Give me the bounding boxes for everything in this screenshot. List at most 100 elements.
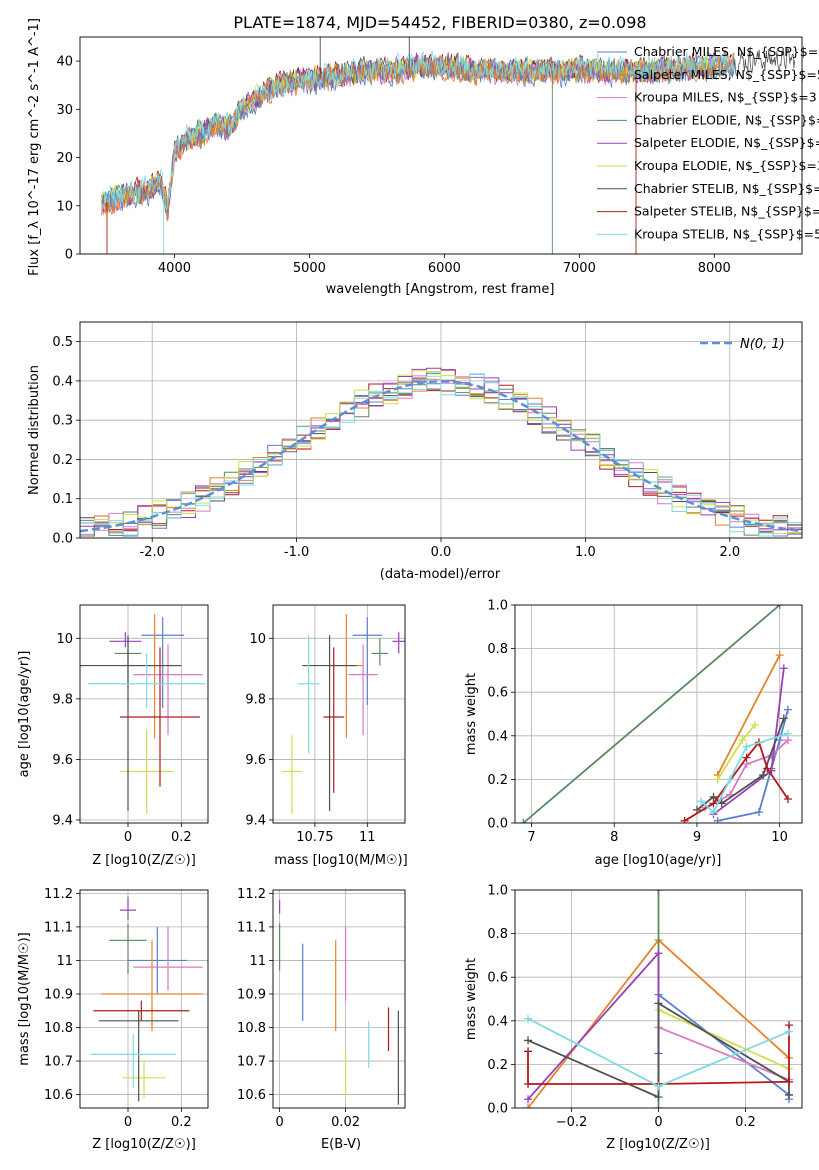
axes: −0.2 0 0.2 0.0 0.2 0.4 0.6 0.8 1.0 Z [log10(Z/Z☉)…	[464, 884, 803, 1152]
legend-label: Chabrier ELODIE, N$_{SSP}$=2	[634, 112, 819, 127]
age-vs-mass-panel: 10.75 11 9.4 9.6 9.8 10 mass [log10(M/M☉)]	[245, 604, 408, 868]
weight-marker	[750, 720, 759, 729]
weight-series-line	[684, 740, 789, 822]
axes-frame	[272, 889, 406, 1109]
weight-marker	[742, 753, 751, 762]
age-vs-metallicity-panel: 0 0.2 9.4 9.6 9.8 10 Z [log10(Z/Z☉)] age [log10…	[17, 604, 209, 868]
spectrum-legend: Chabrier MILES, N$_{SSP}$=5 Salpeter MILE…	[597, 44, 819, 241]
y-tick-label: 0	[65, 248, 73, 263]
y-tick-label: 0.6	[487, 971, 508, 986]
x-tick-label: 11	[359, 830, 376, 845]
y-tick-label: 10.6	[237, 1088, 266, 1103]
weight-marker	[709, 808, 718, 817]
x-tick-label: -1.0	[284, 545, 309, 560]
x-tick-label: -2.0	[140, 545, 165, 560]
residuals-panel: -2.0 -1.0 0.0 1.0 2.0 0.0 0.1 0.2 0.3 0.4 0.5 (data…	[27, 321, 803, 582]
x-tick-label: 0	[124, 830, 132, 845]
axes: 0 0.2 9.4 9.6 9.8 10 Z [log10(Z/Z☉)] age [log10…	[17, 604, 209, 868]
y-tick-label: 30	[56, 103, 73, 118]
x-tick-label: 0	[654, 1115, 662, 1130]
plot-area	[515, 605, 802, 823]
weight-vs-metallicity-panel: −0.2 0 0.2 0.0 0.2 0.4 0.6 0.8 1.0 Z [log10(Z/Z☉)…	[464, 884, 803, 1152]
errorbar-point	[298, 635, 320, 754]
y-tick-label: 10.8	[237, 1021, 266, 1036]
plot-area	[80, 890, 208, 1108]
weight-marker	[680, 816, 689, 823]
axes-frame	[79, 321, 803, 539]
y-tick-label: 10	[56, 632, 73, 647]
plot-content	[524, 890, 793, 1108]
y-tick-label: 1.0	[487, 884, 508, 899]
axes: 10.75 11 9.4 9.6 9.8 10 mass [log10(M/M☉)]	[245, 604, 408, 868]
errorbar-point	[141, 617, 184, 708]
y-tick-label: 10.9	[44, 987, 73, 1002]
y-tick-label: 9.4	[52, 813, 73, 828]
x-tick-label: 2.0	[719, 545, 740, 560]
y-tick-label: 10.6	[44, 1088, 73, 1103]
y-tick-label: 0.5	[52, 335, 73, 350]
weight-series-line	[522, 605, 781, 823]
y-tick-label: 0.6	[487, 686, 508, 701]
errorbar-point	[120, 896, 136, 921]
weight-marker	[775, 605, 784, 609]
y-tick-label: 0.4	[487, 1014, 508, 1029]
weight-marker	[654, 890, 663, 894]
axes: 0 0.2 10.6 10.7 10.8 10.9 11 11.1 11.2 Z [log10(Z…	[17, 887, 209, 1152]
legend-label: Salpeter STELIB, N$_{SSP}$=6	[634, 204, 819, 219]
y-tick-label: 11	[249, 954, 266, 969]
x-tick-label: 5000	[293, 261, 326, 276]
errorbar-point	[120, 729, 174, 814]
legend-label: Chabrier STELIB, N$_{SSP}$=5	[634, 181, 819, 196]
errorbar-point	[128, 926, 187, 994]
errorbar-point	[109, 923, 147, 974]
weight-marker	[763, 764, 772, 773]
axes-frame	[272, 604, 406, 824]
weight-marker	[654, 1104, 663, 1108]
y-axis-label: Flux [f_λ 10^-17 erg cm^-2 s^-1 A^-1]	[27, 18, 42, 276]
weight-marker	[709, 799, 718, 808]
y-tick-label: 0.2	[487, 773, 508, 788]
legend-label: Chabrier MILES, N$_{SSP}$=5	[634, 44, 819, 59]
y-tick-label: 40	[56, 55, 73, 70]
x-tick-label: 6000	[428, 261, 461, 276]
y-tick-label: 10.9	[237, 987, 266, 1002]
x-tick-label: 1.0	[575, 545, 596, 560]
errorbar-point	[348, 644, 378, 736]
weight-marker	[784, 1027, 793, 1036]
x-axis-label: mass [log10(M/M☉)]	[274, 853, 407, 868]
y-tick-label: 9.6	[245, 753, 266, 768]
axes: 0 0.02 10.6 10.7 10.8 10.9 11 11.1 11.2 E(B-V)	[237, 887, 406, 1152]
x-tick-label: −0.2	[556, 1115, 588, 1130]
axes-frame	[514, 889, 803, 1109]
x-tick-label: 10.75	[296, 830, 333, 845]
errorbar-point	[101, 940, 203, 1031]
x-tick-label: 0.0	[431, 545, 452, 560]
weight-vs-age-panel: 7 8 9 10 0.0 0.2 0.4 0.6 0.8 1.0 age [log10(age/yr…	[464, 599, 803, 868]
weight-marker	[654, 949, 663, 958]
x-tick-label: 0.2	[735, 1115, 756, 1130]
axes-frame	[79, 604, 209, 824]
weight-marker	[524, 1036, 533, 1045]
weight-marker	[779, 714, 788, 723]
x-axis-label: Z [log10(Z/Z☉)]	[92, 853, 196, 868]
y-tick-label: 10.7	[44, 1055, 73, 1070]
x-tick-label: 10	[771, 830, 788, 845]
y-tick-label: 0.0	[487, 1102, 508, 1117]
y-tick-label: 10.8	[44, 1021, 73, 1036]
weight-marker	[784, 1090, 793, 1099]
plot-content	[80, 614, 206, 814]
plot-area	[80, 322, 802, 538]
weight-marker	[697, 797, 706, 806]
x-tick-label: 7000	[563, 261, 596, 276]
errorbar-point	[133, 926, 203, 991]
x-tick-label: 7	[527, 830, 535, 845]
weight-marker	[654, 1082, 663, 1091]
x-tick-label: 0	[275, 1115, 283, 1130]
y-tick-label: 9.8	[245, 692, 266, 707]
weight-marker	[783, 729, 792, 738]
errorbar-point	[109, 632, 142, 648]
errorbar-point	[392, 632, 405, 654]
y-tick-label: 9.8	[52, 692, 73, 707]
y-tick-label: 0.8	[487, 642, 508, 657]
